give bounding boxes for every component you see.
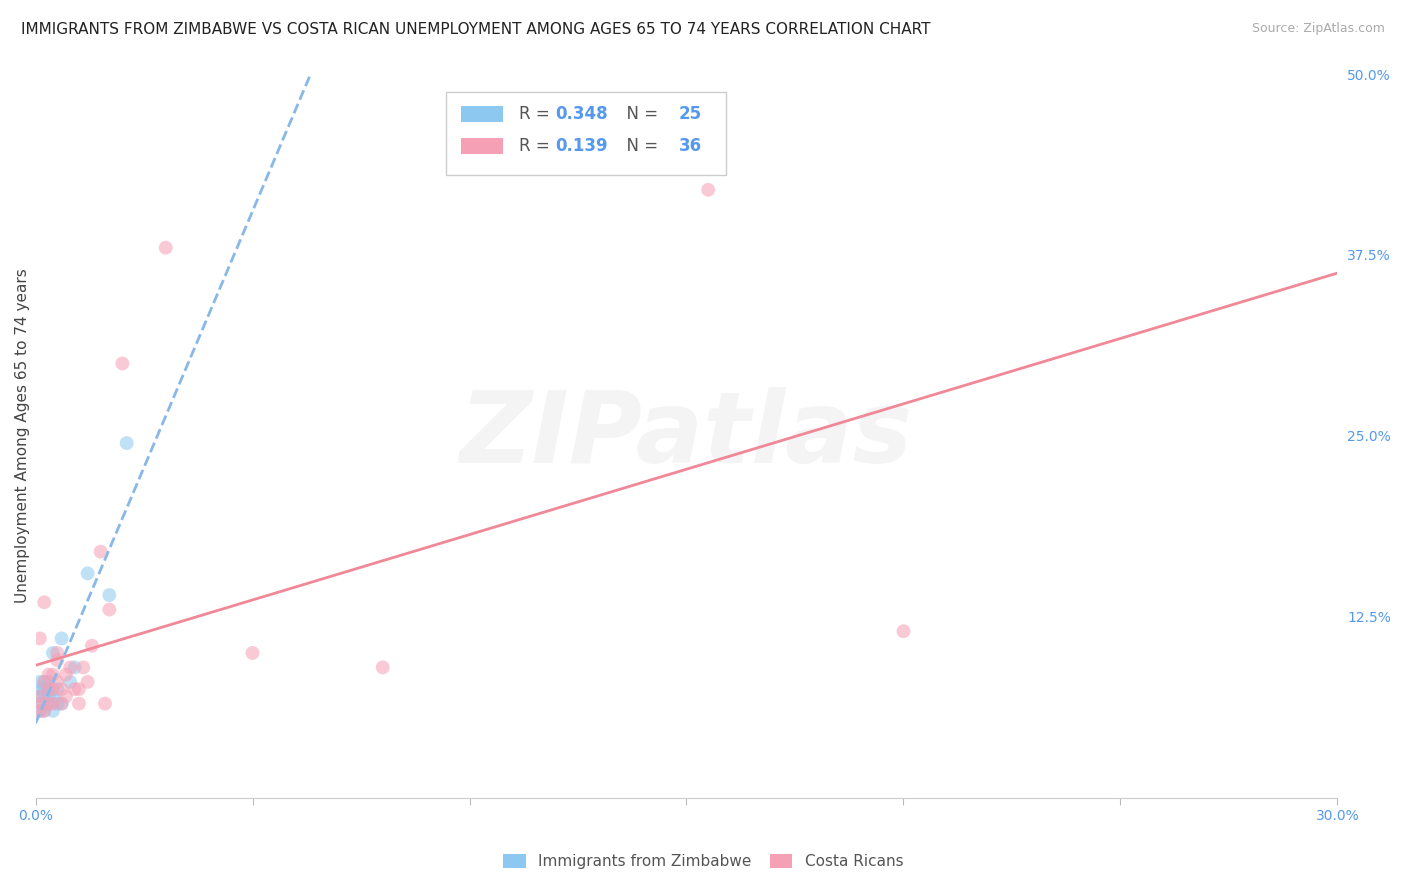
Point bbox=[63, 660, 86, 674]
Point bbox=[28, 704, 51, 718]
Point bbox=[46, 697, 69, 711]
Point bbox=[115, 436, 138, 450]
Point bbox=[98, 588, 121, 602]
Point bbox=[67, 697, 90, 711]
Point bbox=[67, 682, 90, 697]
Point bbox=[76, 674, 98, 689]
Point bbox=[42, 690, 65, 704]
Point bbox=[38, 667, 60, 681]
FancyBboxPatch shape bbox=[446, 92, 725, 176]
Point bbox=[46, 646, 69, 660]
Legend: Immigrants from Zimbabwe, Costa Ricans: Immigrants from Zimbabwe, Costa Ricans bbox=[496, 847, 910, 875]
Point bbox=[72, 660, 94, 674]
Y-axis label: Unemployment Among Ages 65 to 74 years: Unemployment Among Ages 65 to 74 years bbox=[15, 268, 30, 603]
Text: Source: ZipAtlas.com: Source: ZipAtlas.com bbox=[1251, 22, 1385, 36]
Point bbox=[32, 674, 55, 689]
Point bbox=[94, 697, 117, 711]
Point bbox=[32, 674, 55, 689]
Text: 0.139: 0.139 bbox=[555, 137, 607, 155]
Point bbox=[46, 682, 69, 697]
Point bbox=[155, 241, 177, 255]
Point bbox=[51, 697, 73, 711]
Point bbox=[42, 646, 65, 660]
Point bbox=[51, 697, 73, 711]
Point bbox=[38, 697, 60, 711]
Point bbox=[28, 690, 51, 704]
Point bbox=[63, 682, 86, 697]
Point bbox=[59, 674, 82, 689]
Point bbox=[28, 690, 51, 704]
Text: R =: R = bbox=[519, 137, 554, 155]
Text: ZIPatlas: ZIPatlas bbox=[460, 387, 912, 484]
Point bbox=[32, 595, 55, 609]
Point bbox=[38, 690, 60, 704]
Point bbox=[42, 667, 65, 681]
Text: N =: N = bbox=[616, 137, 664, 155]
Point bbox=[38, 682, 60, 697]
Point bbox=[90, 544, 112, 558]
Point bbox=[76, 566, 98, 581]
Point bbox=[42, 682, 65, 697]
Point bbox=[38, 674, 60, 689]
Point bbox=[28, 682, 51, 697]
Point bbox=[32, 704, 55, 718]
Point bbox=[697, 183, 720, 197]
Point bbox=[31, 697, 53, 711]
Text: 0.348: 0.348 bbox=[555, 105, 607, 123]
Point bbox=[28, 704, 51, 718]
Point bbox=[55, 667, 77, 681]
Point bbox=[51, 682, 73, 697]
Text: 25: 25 bbox=[679, 105, 702, 123]
Text: 36: 36 bbox=[679, 137, 702, 155]
Point bbox=[31, 697, 53, 711]
Point bbox=[28, 674, 51, 689]
Point bbox=[59, 660, 82, 674]
Point bbox=[242, 646, 264, 660]
Point bbox=[46, 653, 69, 667]
Point bbox=[111, 356, 134, 370]
Point bbox=[38, 697, 60, 711]
FancyBboxPatch shape bbox=[461, 138, 503, 154]
Point bbox=[371, 660, 394, 674]
Text: N =: N = bbox=[616, 105, 664, 123]
Point bbox=[46, 674, 69, 689]
Point bbox=[893, 624, 915, 639]
Point bbox=[80, 639, 103, 653]
Point bbox=[42, 704, 65, 718]
Point bbox=[38, 682, 60, 697]
Point bbox=[32, 682, 55, 697]
Point bbox=[28, 632, 51, 646]
Point bbox=[32, 690, 55, 704]
Point bbox=[55, 690, 77, 704]
Point bbox=[51, 632, 73, 646]
Text: IMMIGRANTS FROM ZIMBABWE VS COSTA RICAN UNEMPLOYMENT AMONG AGES 65 TO 74 YEARS C: IMMIGRANTS FROM ZIMBABWE VS COSTA RICAN … bbox=[21, 22, 931, 37]
Point bbox=[32, 704, 55, 718]
FancyBboxPatch shape bbox=[461, 106, 503, 122]
Point bbox=[98, 602, 121, 616]
Point bbox=[42, 697, 65, 711]
Text: R =: R = bbox=[519, 105, 554, 123]
